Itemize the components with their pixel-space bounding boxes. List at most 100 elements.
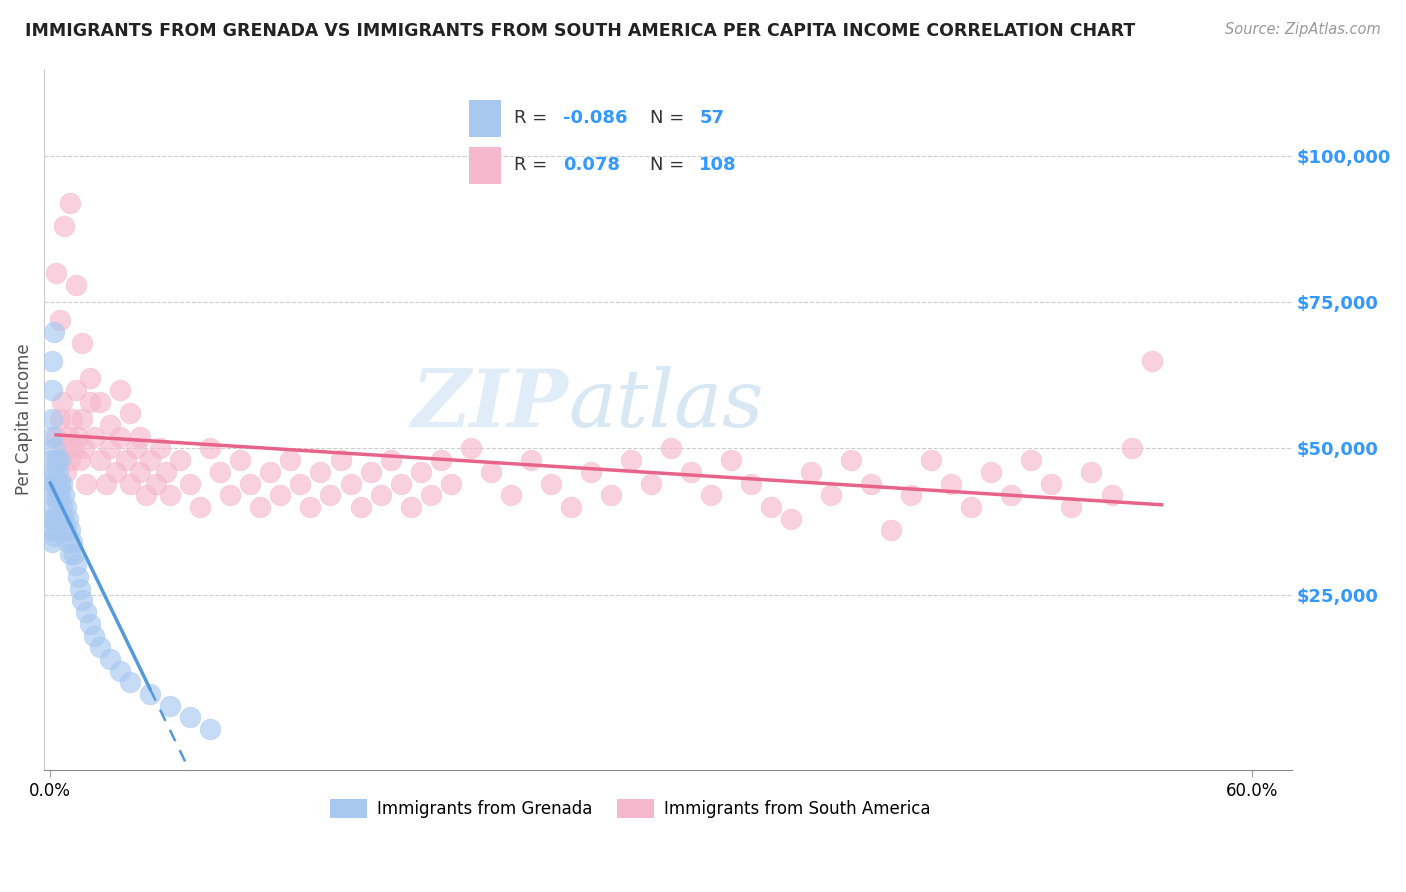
Point [125, 442, 148, 456]
Point [83, 430, 105, 444]
Point [780, 511, 803, 525]
Point [200, 442, 222, 456]
Point [1101, 488, 1123, 502]
Point [1040, 476, 1063, 491]
Point [659, 442, 682, 456]
Point [98, 442, 121, 456]
Point [980, 465, 1002, 479]
Point [89, 453, 111, 467]
Point [59, 453, 82, 467]
Point [349, 500, 371, 514]
Point [42, 442, 65, 456]
Point [800, 465, 823, 479]
Point [89, 640, 111, 655]
Point [49, 313, 72, 327]
Point [200, 722, 222, 736]
Point [42, 476, 65, 491]
Point [519, 453, 541, 467]
Point [41, 383, 63, 397]
Y-axis label: Per Capita Income: Per Capita Income [15, 343, 32, 495]
Point [46, 500, 69, 514]
Point [41, 353, 63, 368]
Text: atlas: atlas [568, 367, 763, 444]
Point [239, 476, 262, 491]
Point [42, 529, 65, 543]
Point [53, 511, 76, 525]
Point [540, 476, 562, 491]
Point [69, 453, 91, 467]
Point [560, 500, 582, 514]
Point [129, 430, 152, 444]
Point [51, 500, 73, 514]
Point [149, 442, 172, 456]
Point [42, 325, 65, 339]
Point [42, 511, 65, 525]
Point [89, 394, 111, 409]
Point [941, 476, 963, 491]
Text: ZIP: ZIP [411, 367, 568, 444]
Point [145, 476, 167, 491]
Point [67, 570, 90, 584]
Point [45, 476, 67, 491]
Point [98, 418, 121, 433]
Point [900, 488, 922, 502]
Point [42, 500, 65, 514]
Point [700, 488, 723, 502]
Point [53, 219, 76, 234]
Point [135, 488, 157, 502]
Point [280, 453, 302, 467]
Point [108, 430, 131, 444]
Point [45, 511, 67, 525]
Point [679, 465, 702, 479]
Point [96, 476, 118, 491]
Point [188, 500, 211, 514]
Point [41, 430, 63, 444]
Point [59, 196, 82, 211]
Point [219, 488, 242, 502]
Point [460, 442, 482, 456]
Point [139, 687, 162, 701]
Point [59, 547, 82, 561]
Legend: Immigrants from Grenada, Immigrants from South America: Immigrants from Grenada, Immigrants from… [323, 792, 938, 825]
Point [1121, 442, 1143, 456]
Point [41, 453, 63, 467]
Point [309, 465, 332, 479]
Point [63, 547, 86, 561]
Point [51, 476, 73, 491]
Point [179, 710, 201, 724]
Point [740, 476, 762, 491]
Point [115, 453, 138, 467]
Point [45, 266, 67, 280]
Point [41, 535, 63, 549]
Point [49, 412, 72, 426]
Point [1000, 488, 1022, 502]
Point [179, 476, 201, 491]
Point [70, 412, 93, 426]
Point [159, 488, 181, 502]
Point [83, 628, 105, 642]
Point [45, 488, 67, 502]
Point [479, 465, 502, 479]
Point [105, 465, 128, 479]
Point [319, 488, 342, 502]
Point [65, 277, 87, 292]
Point [45, 524, 67, 538]
Text: Source: ZipAtlas.com: Source: ZipAtlas.com [1225, 22, 1381, 37]
Point [73, 442, 96, 456]
Point [75, 476, 97, 491]
Point [51, 394, 73, 409]
Point [380, 453, 402, 467]
Point [759, 500, 782, 514]
Point [79, 616, 101, 631]
Point [51, 511, 73, 525]
Point [63, 442, 86, 456]
Point [67, 430, 90, 444]
Point [41, 471, 63, 485]
Point [49, 476, 72, 491]
Point [59, 524, 82, 538]
Point [41, 412, 63, 426]
Point [960, 500, 983, 514]
Point [1080, 465, 1102, 479]
Point [399, 500, 422, 514]
Point [120, 476, 142, 491]
